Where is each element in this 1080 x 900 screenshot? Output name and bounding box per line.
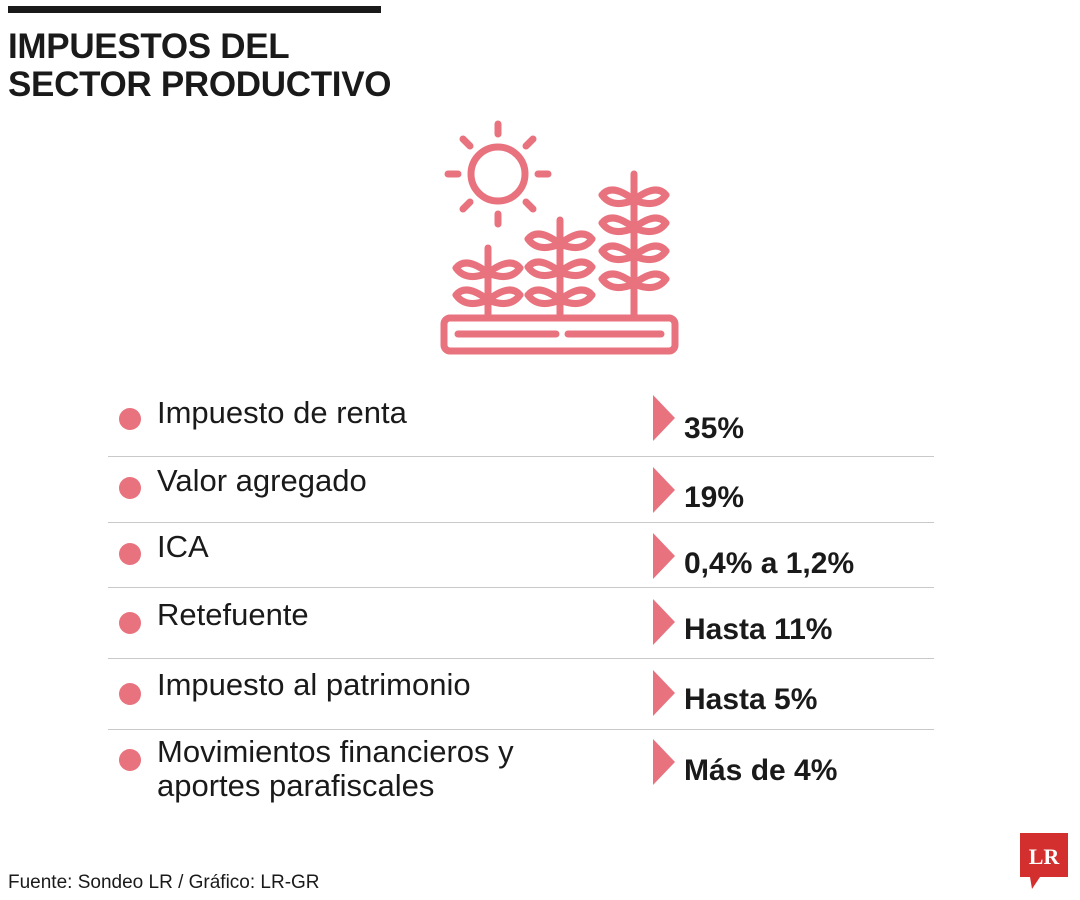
- arrow-right-icon: [653, 533, 675, 579]
- tax-rate: Más de 4%: [684, 754, 838, 787]
- arrow-right-icon: [653, 467, 675, 513]
- bullet-icon: [119, 612, 141, 634]
- arrow-right-icon: [653, 395, 675, 441]
- tax-row-ica: ICA 0,4% a 1,2%: [108, 523, 934, 588]
- top-rule: [8, 6, 381, 13]
- bullet-icon: [119, 749, 141, 771]
- title-line-2: SECTOR PRODUCTIVO: [8, 65, 392, 104]
- tax-rate: 35%: [684, 412, 745, 445]
- page-title: IMPUESTOS DEL SECTOR PRODUCTIVO: [8, 28, 391, 104]
- title-line-1: IMPUESTOS DEL: [8, 27, 290, 66]
- bullet-icon: [119, 543, 141, 565]
- tax-rate: 0,4% a 1,2%: [684, 547, 855, 580]
- tax-name-line-1: Movimientos financieros y: [157, 734, 514, 769]
- tax-rate: Hasta 5%: [684, 683, 818, 716]
- sun-and-crops-icon: [440, 120, 679, 355]
- tax-row-patrimonio: Impuesto al patrimonio Hasta 5%: [108, 659, 934, 730]
- tax-rate: 19%: [684, 481, 745, 514]
- arrow-right-icon: [653, 599, 675, 645]
- tax-list: Impuesto de renta 35% Valor agregado 19%…: [108, 388, 934, 820]
- tax-name: ICA: [157, 529, 209, 564]
- tax-name: Impuesto al patrimonio: [157, 667, 471, 702]
- bullet-icon: [119, 683, 141, 705]
- bullet-icon: [119, 408, 141, 430]
- logo-text: LR: [1029, 844, 1061, 869]
- tax-row-retefuente: Retefuente Hasta 11%: [108, 588, 934, 659]
- lr-logo: LR: [1020, 833, 1068, 889]
- tax-name: Valor agregado: [157, 463, 367, 498]
- source-credit: Fuente: Sondeo LR / Gráfico: LR-GR: [8, 872, 320, 893]
- tax-name-line-2: aportes parafiscales: [157, 768, 435, 803]
- tax-row-renta: Impuesto de renta 35%: [108, 388, 934, 457]
- bullet-icon: [119, 477, 141, 499]
- tax-name: Retefuente: [157, 597, 309, 632]
- tax-name: Impuesto de renta: [157, 395, 407, 430]
- tax-row-valor-agregado: Valor agregado 19%: [108, 457, 934, 523]
- tax-rate: Hasta 11%: [684, 613, 833, 646]
- tax-row-movimientos: Movimientos financieros y aportes parafi…: [108, 730, 934, 820]
- arrow-right-icon: [653, 670, 675, 716]
- arrow-right-icon: [653, 739, 675, 785]
